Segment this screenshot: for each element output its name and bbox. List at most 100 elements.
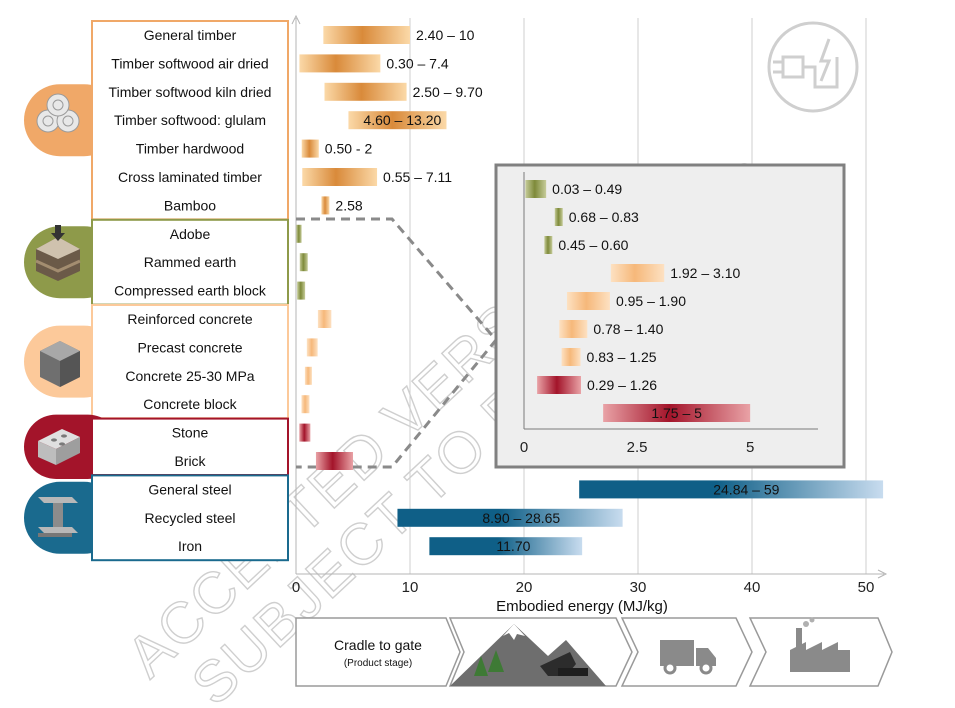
inset-value-label: 1.75 – 5	[651, 405, 702, 421]
soil-layers-icon	[35, 225, 81, 281]
category-label: Adobe	[170, 226, 211, 242]
bar-value-label: 2.58	[335, 197, 362, 213]
stage-cradle-to-gate	[295, 617, 461, 687]
steel-ibeam-icon	[38, 497, 78, 537]
category-label: Compressed earth block	[114, 283, 267, 299]
category-label: Brick	[174, 453, 206, 469]
group-box-timber	[91, 20, 289, 221]
stage-title: Cradle to gate	[334, 637, 422, 653]
stage-strip: Cradle to gate (Product stage)	[295, 617, 893, 687]
x-tick-label: 30	[630, 579, 647, 596]
inset-value-label: 0.95 – 1.90	[616, 293, 686, 309]
bar-value-label: 0.55 – 7.11	[383, 169, 452, 185]
category-labels: General timber Timber softwood air dried T…	[109, 27, 272, 554]
truck-icon	[660, 640, 716, 675]
bar	[296, 224, 302, 243]
main-bars	[296, 26, 884, 556]
bar-value-label: 2.50 – 9.70	[413, 84, 483, 100]
x-tick-label: 20	[516, 579, 533, 596]
concrete-block-icon	[40, 341, 80, 387]
inset-tick-label: 0	[520, 439, 528, 456]
inset-bars: 0.03 – 0.49 0.68 – 0.83 0.45 – 0.60 1.92 – …	[525, 180, 751, 422]
bar-value-label: 4.60 – 13.20	[363, 112, 441, 128]
timber-logs-icon	[36, 93, 80, 133]
inset-value-label: 0.78 – 1.40	[593, 321, 663, 337]
category-label: Cross laminated timber	[118, 169, 262, 185]
bar	[306, 338, 318, 357]
x-axis-label: Embodied energy (MJ/kg)	[496, 598, 668, 615]
inset-tick-labels: 0 2.5 5	[520, 439, 754, 456]
category-label: Concrete 25-30 MPa	[125, 368, 254, 384]
category-label: Timber softwood: glulam	[114, 112, 266, 128]
bar	[324, 82, 407, 101]
inset-bar	[566, 292, 610, 310]
inset-value-label: 0.03 – 0.49	[552, 181, 622, 197]
bar-value-label: 2.40 – 10	[416, 27, 475, 43]
group-box-concrete	[91, 304, 289, 420]
x-axis-arrow	[877, 569, 888, 579]
bar-value-label: 0.30 – 7.4	[386, 55, 448, 71]
inset-bar	[603, 404, 751, 422]
x-tick-label: 40	[744, 579, 761, 596]
inset-bar	[559, 320, 588, 338]
bar	[429, 537, 583, 556]
category-label: Precast concrete	[137, 339, 242, 355]
bar	[301, 139, 319, 158]
group-box-metal	[91, 474, 289, 562]
brick-icon	[38, 429, 80, 465]
category-label: Timber hardwood	[136, 141, 244, 157]
inset-bar	[554, 208, 563, 226]
inset-bar	[610, 264, 665, 282]
bar	[321, 196, 330, 215]
bar-value-labels: 2.40 – 10 0.30 – 7.4 2.50 – 9.70 4.60 – 13.…	[325, 27, 780, 554]
x-tick-label: 0	[292, 579, 300, 596]
bar	[304, 366, 312, 385]
bar	[297, 281, 306, 300]
bar	[317, 310, 332, 328]
category-label: Iron	[178, 538, 202, 554]
category-label: Recycled steel	[144, 510, 235, 526]
bar-value-label: 11.70	[496, 538, 530, 554]
inset-value-label: 1.92 – 3.10	[670, 265, 740, 281]
category-label: Timber softwood kiln dried	[109, 84, 272, 100]
bar	[315, 452, 353, 470]
category-label: Rammed earth	[144, 254, 237, 270]
inset-bar	[561, 348, 581, 366]
bar	[302, 168, 378, 186]
bar-value-label: 24.84 – 59	[713, 481, 779, 497]
category-label: Concrete block	[143, 396, 237, 412]
bar	[323, 26, 410, 44]
axes	[291, 14, 888, 579]
inset-bar	[537, 376, 581, 394]
category-label: Stone	[172, 425, 209, 441]
category-label: Timber softwood air dried	[111, 55, 268, 71]
bar	[301, 395, 310, 414]
bar	[348, 111, 447, 130]
group-box-earth	[91, 218, 289, 306]
bar-value-label: 8.90 – 28.65	[482, 510, 560, 526]
bar	[299, 54, 381, 73]
factory-icon	[790, 617, 850, 672]
bar	[579, 480, 884, 499]
stage-subtitle: (Product stage)	[344, 658, 412, 669]
category-groups	[24, 20, 289, 562]
inset-bar	[525, 180, 547, 198]
inset-value-label: 0.45 – 0.60	[558, 237, 628, 253]
x-tick-label: 10	[402, 579, 419, 596]
inset-tick-label: 5	[746, 439, 754, 456]
inset-value-label: 0.83 – 1.25	[587, 349, 657, 365]
inset-bar	[544, 236, 553, 254]
bar	[299, 253, 308, 272]
y-axis-arrow	[291, 14, 301, 25]
x-tick-labels: 0 10 20 30 40 50	[292, 579, 875, 596]
inset-tick-label: 2.5	[627, 439, 648, 456]
bar-value-label: 0.50 - 2	[325, 141, 373, 157]
x-tick-label: 50	[858, 579, 875, 596]
bar	[397, 508, 623, 527]
mountain-mining-icon	[450, 624, 606, 686]
category-label: Bamboo	[164, 197, 216, 213]
bar	[299, 423, 311, 442]
category-label: General steel	[148, 481, 231, 497]
category-label: Reinforced concrete	[127, 311, 253, 327]
